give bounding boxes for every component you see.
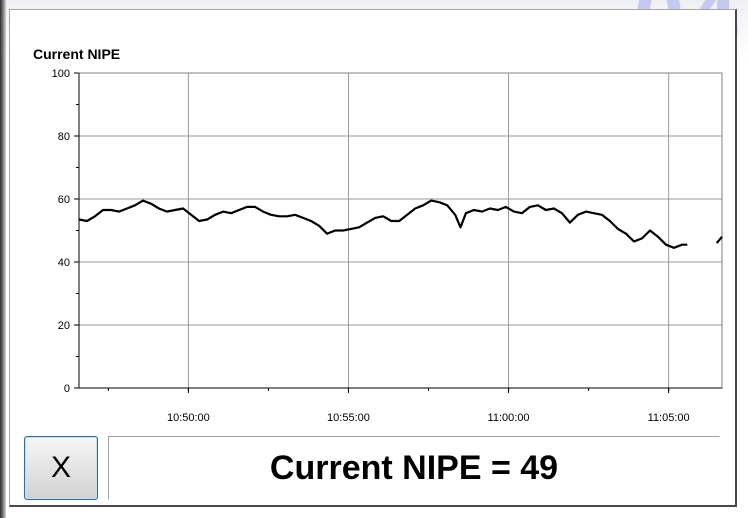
nipe-readout-text: Current NIPE = 49 <box>269 448 559 487</box>
axes <box>74 72 723 393</box>
y-tick-label-100: 100 <box>52 68 70 80</box>
x-tick-label-10:55:00: 10:55:00 <box>327 412 370 424</box>
x-tick-label-11:05:00: 11:05:00 <box>648 412 690 424</box>
series-line-segment-0 <box>78 199 688 249</box>
series-layer <box>78 199 723 249</box>
tick-labels: 0 20 40 60 80 100 10:50:00 10:55:00 11:00:00 11:0… <box>52 68 690 424</box>
nipe-readout: Current NIPE = 49 <box>108 436 720 500</box>
close-button-label: X <box>50 451 71 484</box>
y-tick-label-20: 20 <box>58 320 70 332</box>
y-tick-label-0: 0 <box>64 383 70 395</box>
chart-title: Current NIPE <box>33 46 121 62</box>
x-tick-label-10:50:00: 10:50:00 <box>167 412 210 424</box>
close-button[interactable]: X <box>24 436 98 500</box>
series-line-segment-1 <box>715 236 723 244</box>
y-tick-label-60: 60 <box>58 194 70 206</box>
nipe-panel <box>9 9 737 507</box>
x-tick-label-11:00:00: 11:00:00 <box>488 412 530 424</box>
y-tick-label-40: 40 <box>58 257 70 269</box>
plot-frame <box>78 72 723 389</box>
y-tick-label-80: 80 <box>58 131 70 143</box>
grid-lines <box>79 72 722 388</box>
nipe-trend-chart: 0 20 40 60 80 100 10:50:00 10:55:00 11:00:00 11:0… <box>52 68 723 424</box>
window-edge <box>0 0 6 518</box>
